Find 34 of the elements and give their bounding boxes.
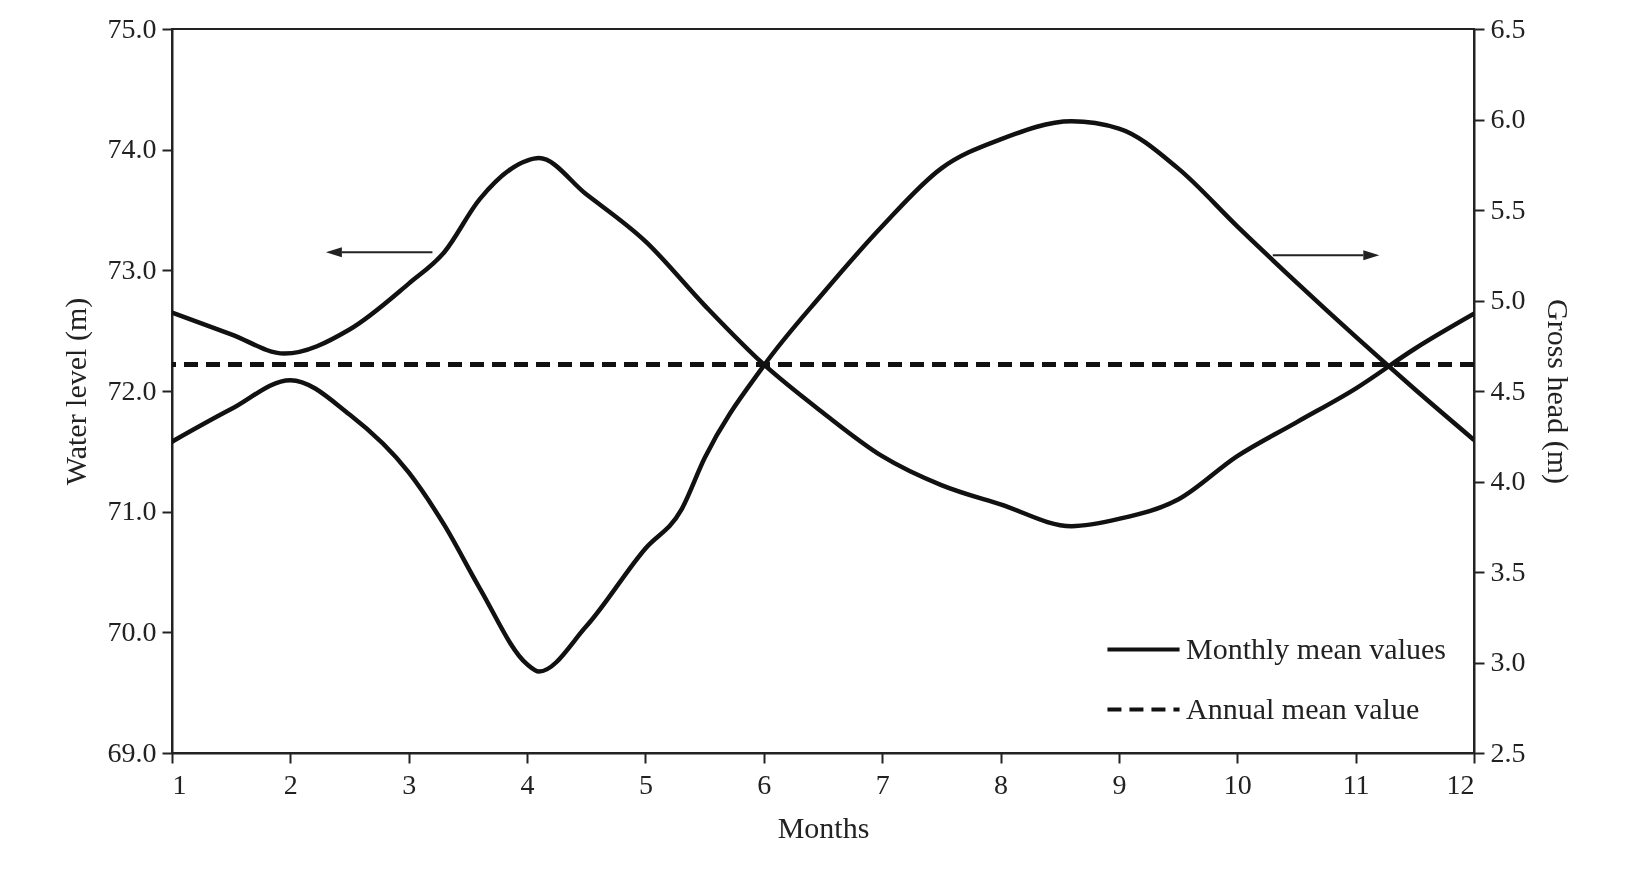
y2-tick-label: 4.5 [1490, 374, 1526, 406]
y2-tick-label: 6.5 [1490, 12, 1526, 44]
y-tick-label: 75.0 [107, 12, 157, 44]
x-tick-label: 9 [1112, 768, 1127, 800]
x-tick-label: 6 [757, 768, 772, 800]
y2-tick-label: 6.0 [1490, 103, 1526, 134]
y2-axis-title: Gross head (m) [1540, 299, 1575, 484]
y-tick-label: 70.0 [107, 615, 157, 647]
y-axis-title: Water level (m) [58, 297, 93, 486]
x-tick-label: 7 [875, 768, 890, 800]
y2-tick-label: 5.0 [1490, 284, 1526, 315]
line-series [172, 119, 1474, 674]
x-tick-label: 3 [402, 768, 417, 800]
x-tick-label: 12 [1446, 768, 1475, 800]
x-tick-label: 10 [1223, 768, 1252, 800]
y-tick-label: 73.0 [107, 253, 157, 285]
y2-tick-label: 3.5 [1490, 555, 1526, 587]
y2-tick-label: 5.5 [1490, 193, 1526, 225]
x-tick-label: 5 [638, 768, 653, 800]
x-tick-label: 2 [283, 768, 298, 800]
y2-tick-label: 4.0 [1490, 465, 1526, 496]
x-tick-label: 8 [994, 768, 1009, 800]
legend-label: Monthly mean values [1186, 631, 1446, 665]
legend-label: Annual mean value [1186, 691, 1420, 725]
y-tick-label: 72.0 [107, 374, 157, 406]
y2-tick-label: 2.5 [1490, 736, 1526, 768]
x-axis-title: Months [777, 810, 870, 844]
y-tick-label: 71.0 [107, 495, 157, 527]
x-tick-label: 1 [172, 768, 187, 800]
y2-tick-label: 3.0 [1490, 646, 1526, 677]
y-tick-label: 69.0 [107, 736, 157, 768]
x-tick-label: 4 [520, 768, 535, 800]
y-tick-label: 74.0 [107, 133, 157, 165]
x-tick-label: 11 [1342, 768, 1370, 800]
